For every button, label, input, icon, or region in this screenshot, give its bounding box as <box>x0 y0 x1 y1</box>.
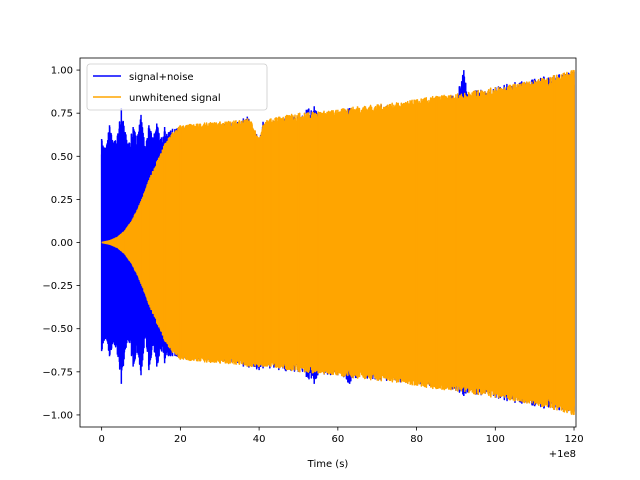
x-tick-label: 60 <box>331 434 344 445</box>
x-axis-offset-label: +1e8 <box>549 449 576 460</box>
y-tick-label: 1.00 <box>51 66 73 77</box>
y-tick-label: −0.75 <box>42 367 73 378</box>
y-tick-label: 0.25 <box>51 195 73 206</box>
y-tick-label: 0.50 <box>51 152 73 163</box>
y-tick-label: −0.50 <box>42 324 73 335</box>
series-unwhitened-signal <box>101 69 575 416</box>
x-axis-label: Time (s) <box>307 459 349 470</box>
legend-entry: unwhitened signal <box>129 93 221 104</box>
x-tick-label: 20 <box>174 434 187 445</box>
legend-box <box>86 63 268 111</box>
y-tick-label: −0.25 <box>42 281 73 292</box>
y-tick-label: −1.00 <box>42 410 73 421</box>
plot-area <box>100 69 575 416</box>
x-tick-label: 80 <box>410 434 423 445</box>
y-tick-label: 0.00 <box>51 238 73 249</box>
legend-entry: signal+noise <box>129 72 194 83</box>
axis-ticks: 0 20 40 60 80 100 120 1.00 0.75 0.50 0.25 0.00 −0.25… <box>42 66 583 445</box>
legend: signal+noise unwhitened signal <box>86 63 268 111</box>
x-tick-label: 0 <box>98 434 104 445</box>
x-tick-label: 120 <box>564 434 583 445</box>
y-tick-label: 0.75 <box>51 109 73 120</box>
x-tick-label: 100 <box>486 434 505 445</box>
x-tick-label: 40 <box>253 434 266 445</box>
